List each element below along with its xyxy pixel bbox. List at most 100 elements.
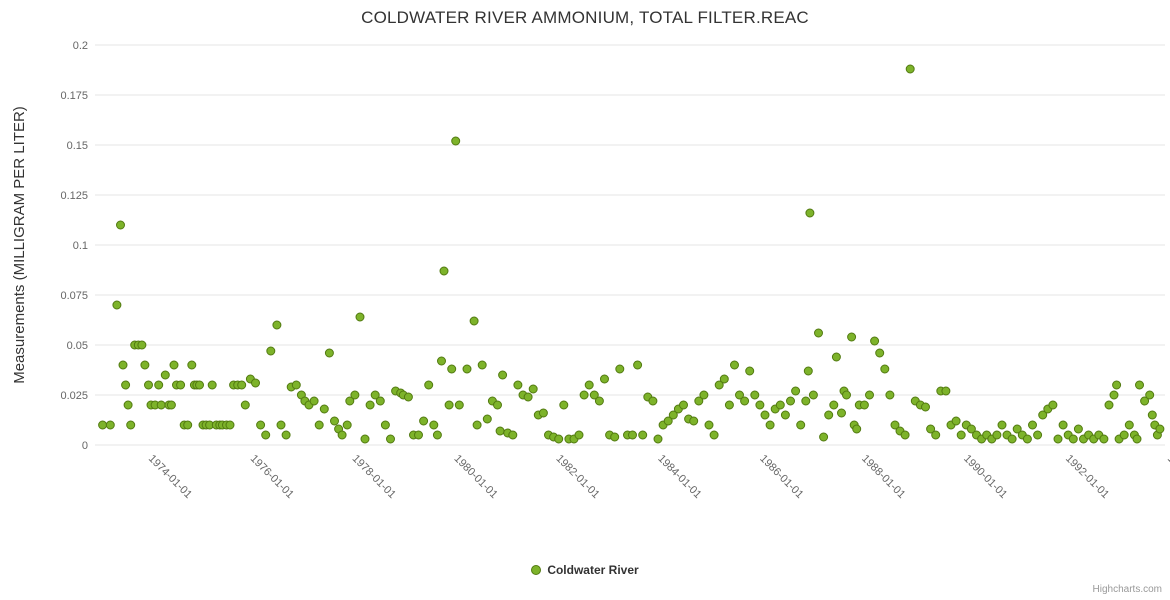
- data-point[interactable]: [386, 434, 395, 444]
- data-point[interactable]: [462, 364, 472, 374]
- data-point[interactable]: [1048, 400, 1058, 410]
- data-point[interactable]: [808, 390, 818, 400]
- data-point[interactable]: [579, 390, 589, 400]
- data-point[interactable]: [610, 432, 620, 442]
- data-point[interactable]: [589, 390, 599, 400]
- data-point[interactable]: [956, 430, 966, 440]
- data-point[interactable]: [819, 432, 829, 442]
- data-point[interactable]: [523, 392, 533, 402]
- data-point[interactable]: [432, 430, 442, 440]
- data-point[interactable]: [694, 396, 704, 406]
- data-point[interactable]: [765, 420, 775, 430]
- data-point[interactable]: [469, 316, 479, 326]
- data-point[interactable]: [437, 356, 446, 366]
- data-point[interactable]: [314, 420, 324, 430]
- data-point[interactable]: [719, 374, 729, 384]
- data-point[interactable]: [931, 430, 941, 440]
- data-point[interactable]: [803, 366, 813, 376]
- data-point[interactable]: [237, 380, 247, 390]
- data-point[interactable]: [1124, 420, 1134, 430]
- data-point[interactable]: [183, 420, 193, 430]
- data-point[interactable]: [291, 380, 301, 390]
- data-point[interactable]: [482, 414, 492, 424]
- data-point[interactable]: [724, 400, 734, 410]
- data-point[interactable]: [992, 430, 1002, 440]
- data-point[interactable]: [801, 396, 811, 406]
- data-point[interactable]: [477, 360, 487, 370]
- data-point[interactable]: [1038, 410, 1048, 420]
- data-point[interactable]: [1155, 424, 1165, 434]
- data-point[interactable]: [668, 410, 678, 420]
- data-point[interactable]: [281, 430, 291, 440]
- data-point[interactable]: [574, 430, 584, 440]
- data-point[interactable]: [414, 430, 423, 440]
- data-point[interactable]: [360, 434, 370, 444]
- data-point[interactable]: [926, 424, 936, 434]
- data-point[interactable]: [735, 390, 744, 400]
- data-point[interactable]: [600, 374, 609, 384]
- data-point[interactable]: [508, 430, 518, 440]
- data-point[interactable]: [1073, 424, 1083, 434]
- data-point[interactable]: [345, 396, 355, 406]
- data-point[interactable]: [633, 360, 643, 370]
- data-point[interactable]: [559, 400, 569, 410]
- data-point[interactable]: [780, 410, 790, 420]
- data-point[interactable]: [240, 400, 250, 410]
- data-point[interactable]: [921, 402, 930, 412]
- data-point[interactable]: [451, 136, 461, 146]
- data-point[interactable]: [775, 400, 785, 410]
- data-point[interactable]: [160, 370, 170, 380]
- data-point[interactable]: [714, 380, 724, 390]
- data-point[interactable]: [791, 386, 801, 396]
- data-point[interactable]: [653, 434, 663, 444]
- data-point[interactable]: [852, 424, 862, 434]
- data-point[interactable]: [966, 424, 976, 434]
- data-point[interactable]: [951, 416, 961, 426]
- data-point[interactable]: [1112, 380, 1122, 390]
- data-point[interactable]: [890, 420, 900, 430]
- data-point[interactable]: [1028, 420, 1037, 430]
- data-point[interactable]: [1068, 434, 1078, 444]
- data-point[interactable]: [880, 364, 890, 374]
- data-point[interactable]: [740, 396, 750, 406]
- data-point[interactable]: [118, 360, 128, 370]
- data-point[interactable]: [875, 348, 885, 358]
- data-point[interactable]: [750, 390, 760, 400]
- data-point[interactable]: [337, 430, 347, 440]
- data-point[interactable]: [829, 400, 839, 410]
- data-point[interactable]: [842, 390, 851, 400]
- data-point[interactable]: [137, 340, 147, 350]
- legend-item-coldwater-river[interactable]: Coldwater River: [0, 563, 1170, 577]
- data-point[interactable]: [1058, 420, 1068, 430]
- data-point[interactable]: [831, 352, 841, 362]
- data-point[interactable]: [350, 390, 360, 400]
- data-point[interactable]: [1145, 390, 1155, 400]
- data-point[interactable]: [1022, 434, 1032, 444]
- data-point[interactable]: [584, 380, 594, 390]
- data-point[interactable]: [380, 420, 390, 430]
- data-point[interactable]: [554, 434, 564, 444]
- data-point[interactable]: [355, 312, 365, 322]
- data-point[interactable]: [663, 416, 673, 426]
- data-point[interactable]: [513, 380, 523, 390]
- data-point[interactable]: [885, 390, 895, 400]
- data-point[interactable]: [319, 404, 329, 414]
- data-point[interactable]: [1007, 434, 1017, 444]
- data-point[interactable]: [370, 390, 380, 400]
- data-point[interactable]: [121, 380, 131, 390]
- data-point[interactable]: [760, 410, 770, 420]
- data-point[interactable]: [169, 360, 179, 370]
- data-point[interactable]: [276, 420, 286, 430]
- data-point[interactable]: [824, 410, 834, 420]
- data-point[interactable]: [166, 400, 176, 410]
- data-point[interactable]: [272, 320, 282, 330]
- data-point[interactable]: [1012, 424, 1022, 434]
- data-point[interactable]: [1132, 434, 1142, 444]
- data-point[interactable]: [859, 400, 869, 410]
- data-point[interactable]: [814, 328, 823, 338]
- data-point[interactable]: [105, 420, 115, 430]
- data-point[interactable]: [730, 360, 739, 370]
- data-point[interactable]: [847, 332, 857, 342]
- data-point[interactable]: [116, 220, 125, 230]
- data-point[interactable]: [755, 400, 765, 410]
